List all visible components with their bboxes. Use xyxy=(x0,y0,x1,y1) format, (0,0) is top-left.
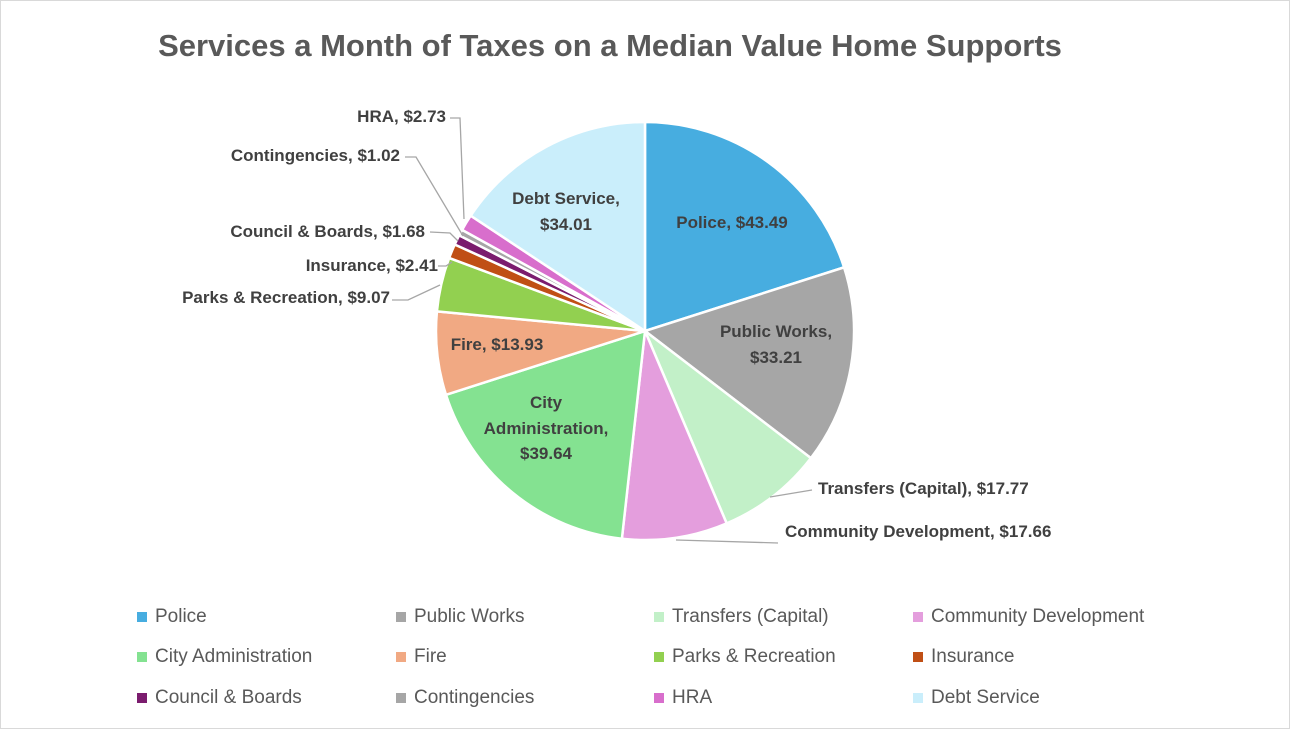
data-label-fire: Fire, $13.93 xyxy=(451,335,544,354)
legend-label: HRA xyxy=(672,687,713,708)
legend-label: Contingencies xyxy=(414,687,535,708)
data-label-hra: HRA, $2.73 xyxy=(357,107,446,126)
data-label-transfers-capital: Transfers (Capital), $17.77 xyxy=(818,479,1029,498)
legend-swatch xyxy=(396,693,406,703)
data-label-council-boards: Council & Boards, $1.68 xyxy=(230,222,425,241)
legend-label: Parks & Recreation xyxy=(672,646,836,667)
legend-item-public-works[interactable]: Public Works xyxy=(396,606,525,628)
legend-swatch xyxy=(396,612,406,622)
slice-debt-service[interactable] xyxy=(468,120,647,334)
legend-label: Public Works xyxy=(414,606,525,627)
legend-label: Transfers (Capital) xyxy=(672,606,829,627)
legend-swatch xyxy=(137,652,147,662)
chart-title: Services a Month of Taxes on a Median Va… xyxy=(158,28,1062,63)
slice-police[interactable] xyxy=(643,120,846,333)
legend-swatch xyxy=(913,652,923,662)
data-label-contingencies: Contingencies, $1.02 xyxy=(231,146,400,165)
legend-item-police[interactable]: Police xyxy=(137,606,207,628)
legend-label: Fire xyxy=(414,646,447,667)
legend-swatch xyxy=(913,693,923,703)
legend-item-hra[interactable]: HRA xyxy=(654,687,712,709)
legend-swatch xyxy=(654,612,664,622)
legend-item-transfers-capital[interactable]: Transfers (Capital) xyxy=(654,606,829,628)
leader-line-transfers-capital xyxy=(769,489,813,498)
legend-item-council-boards[interactable]: Council & Boards xyxy=(137,687,302,709)
leader-line-community-development xyxy=(675,539,779,544)
legend-item-debt-service[interactable]: Debt Service xyxy=(913,687,1040,709)
data-label-parks-recreation: Parks & Recreation, $9.07 xyxy=(182,288,390,307)
data-label-community-development: Community Development, $17.66 xyxy=(785,522,1051,541)
legend-item-fire[interactable]: Fire xyxy=(396,646,447,668)
leader-line-hra xyxy=(450,117,465,220)
data-label-city-administration: City Administration, $39.64 xyxy=(484,393,609,463)
legend-label: Insurance xyxy=(931,646,1015,667)
legend-swatch xyxy=(396,652,406,662)
leader-line-contingencies xyxy=(405,156,464,237)
legend-swatch xyxy=(654,652,664,662)
data-label-insurance: Insurance, $2.41 xyxy=(306,256,438,275)
legend-swatch xyxy=(654,693,664,703)
legend-swatch xyxy=(137,612,147,622)
legend-item-city-administration[interactable]: City Administration xyxy=(137,646,312,668)
legend-item-community-development[interactable]: Community Development xyxy=(913,606,1144,628)
legend-label: City Administration xyxy=(155,646,313,667)
slice-community-development[interactable] xyxy=(620,326,729,542)
data-label-public-works: Public Works, $33.21 xyxy=(720,322,832,367)
leader-line-insurance xyxy=(438,261,453,267)
data-label-debt-service: Debt Service, $34.01 xyxy=(512,189,620,234)
slice-city-administration[interactable] xyxy=(444,329,647,541)
leader-line-parks-recreation xyxy=(392,284,441,301)
legend-item-contingencies[interactable]: Contingencies xyxy=(396,687,534,709)
leader-line-council-boards xyxy=(429,231,459,242)
legend-swatch xyxy=(137,693,147,703)
legend-item-insurance[interactable]: Insurance xyxy=(913,646,1014,668)
data-label-police: Police, $43.49 xyxy=(676,213,788,232)
legend-item-parks-recreation[interactable]: Parks & Recreation xyxy=(654,646,836,668)
legend-label: Community Development xyxy=(931,606,1145,627)
slice-public-works[interactable] xyxy=(642,265,856,460)
legend-swatch xyxy=(913,612,923,622)
legend-label: Council & Boards xyxy=(155,687,302,708)
legend-label: Police xyxy=(155,606,207,627)
legend-label: Debt Service xyxy=(931,687,1040,708)
